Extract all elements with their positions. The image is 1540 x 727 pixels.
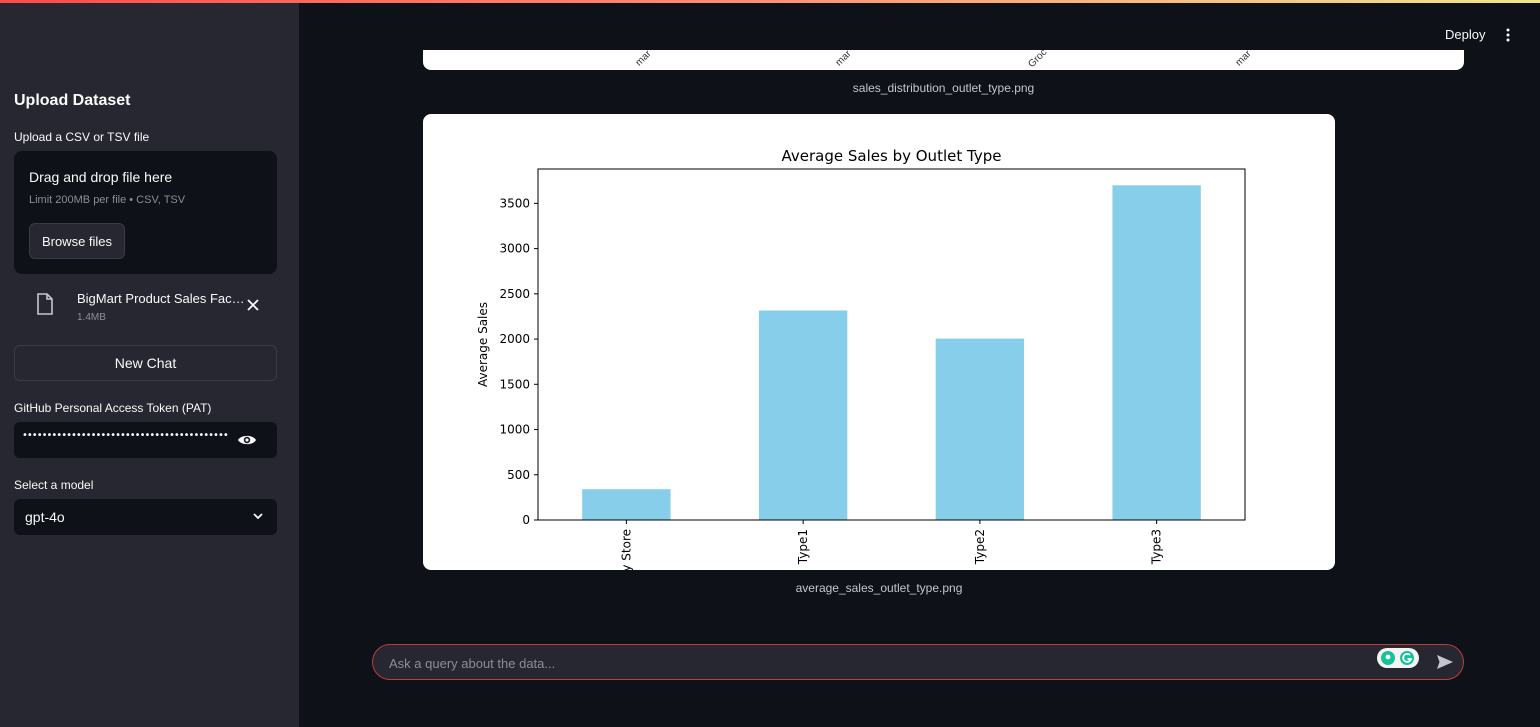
plot-frame: [537, 168, 1246, 521]
chart-caption: average_sales_outlet_type.png: [795, 581, 963, 595]
x-tick-label: Type1: [796, 529, 810, 565]
close-icon[interactable]: [246, 298, 260, 312]
chart-bar: [1112, 185, 1201, 520]
sidebar: Upload Dataset Upload a CSV or TSV file …: [0, 3, 299, 727]
browse-files-button[interactable]: Browse files: [29, 223, 125, 259]
y-tick-label: 3000: [499, 242, 530, 256]
deploy-button[interactable]: Deploy: [1445, 27, 1486, 42]
model-label: Select a model: [14, 478, 94, 492]
x-tick-label: Type2: [973, 529, 987, 565]
file-icon: [37, 293, 53, 315]
chart-bar: [758, 310, 848, 520]
pat-masked-value: ••••••••••••••••••••••••••••••••••••••••…: [22, 430, 228, 441]
uploaded-file-name: BigMart Product Sales Factors.csv: [77, 291, 245, 306]
y-tick-label: 1000: [499, 423, 530, 437]
sidebar-title: Upload Dataset: [14, 92, 131, 109]
y-tick-label: 2000: [499, 332, 530, 346]
y-tick-label: 500: [507, 468, 530, 482]
chart-title: Average Sales by Outlet Type: [782, 147, 1002, 165]
eye-icon[interactable]: [237, 433, 257, 447]
previous-chart-image: mar mar Groc mar: [423, 50, 1464, 70]
previous-chart-tick: mar: [1233, 50, 1254, 69]
pat-label: GitHub Personal Access Token (PAT): [14, 401, 212, 415]
dropzone-title: Drag and drop file here: [29, 169, 173, 185]
previous-chart-tick: Groc: [1026, 50, 1050, 70]
y-tick-label: 2500: [499, 287, 530, 301]
uploaded-file-size: 1.4MB: [77, 312, 106, 323]
y-tick-label: 0: [522, 513, 530, 527]
chat-input-box: [372, 644, 1464, 680]
chart-bar: [582, 489, 671, 520]
y-tick-label: 1500: [499, 377, 530, 391]
model-selected-value: gpt-4o: [25, 509, 65, 525]
send-icon[interactable]: [1436, 653, 1454, 671]
y-tick-label: 3500: [499, 196, 530, 210]
file-dropzone[interactable]: Drag and drop file here Limit 200MB per …: [14, 151, 277, 274]
chat-input[interactable]: [387, 652, 1351, 674]
chart-image: Grocery Store Type1 Type2 Type3 0 500 1000 1500…: [423, 114, 1335, 570]
y-axis-label: Average Sales: [476, 302, 490, 387]
top-decoration-bar: [0, 0, 1540, 3]
x-tick-label: Type3: [1150, 529, 1164, 565]
dropzone-limit-text: Limit 200MB per file • CSV, TSV: [29, 194, 186, 206]
model-select[interactable]: gpt-4o: [14, 499, 277, 535]
chevron-down-icon: [253, 513, 263, 520]
uploaded-file: BigMart Product Sales Factors.csv 1.4MB: [14, 287, 277, 331]
previous-chart-tick: mar: [633, 50, 654, 69]
kebab-menu-icon[interactable]: [1504, 27, 1512, 43]
upload-label: Upload a CSV or TSV file: [14, 130, 150, 144]
previous-image-caption: sales_distribution_outlet_type.png: [852, 81, 1035, 95]
bar-chart: Grocery Store Type1 Type2 Type3 0 500 1000 1500…: [476, 147, 1246, 570]
new-chat-button[interactable]: New Chat: [14, 345, 277, 381]
chart-bar: [935, 338, 1025, 520]
previous-chart-tick: mar: [833, 50, 854, 69]
x-tick-label: Grocery Store: [619, 529, 633, 570]
extension-icons[interactable]: [1377, 647, 1421, 669]
pat-password-field[interactable]: ••••••••••••••••••••••••••••••••••••••••…: [14, 422, 277, 458]
